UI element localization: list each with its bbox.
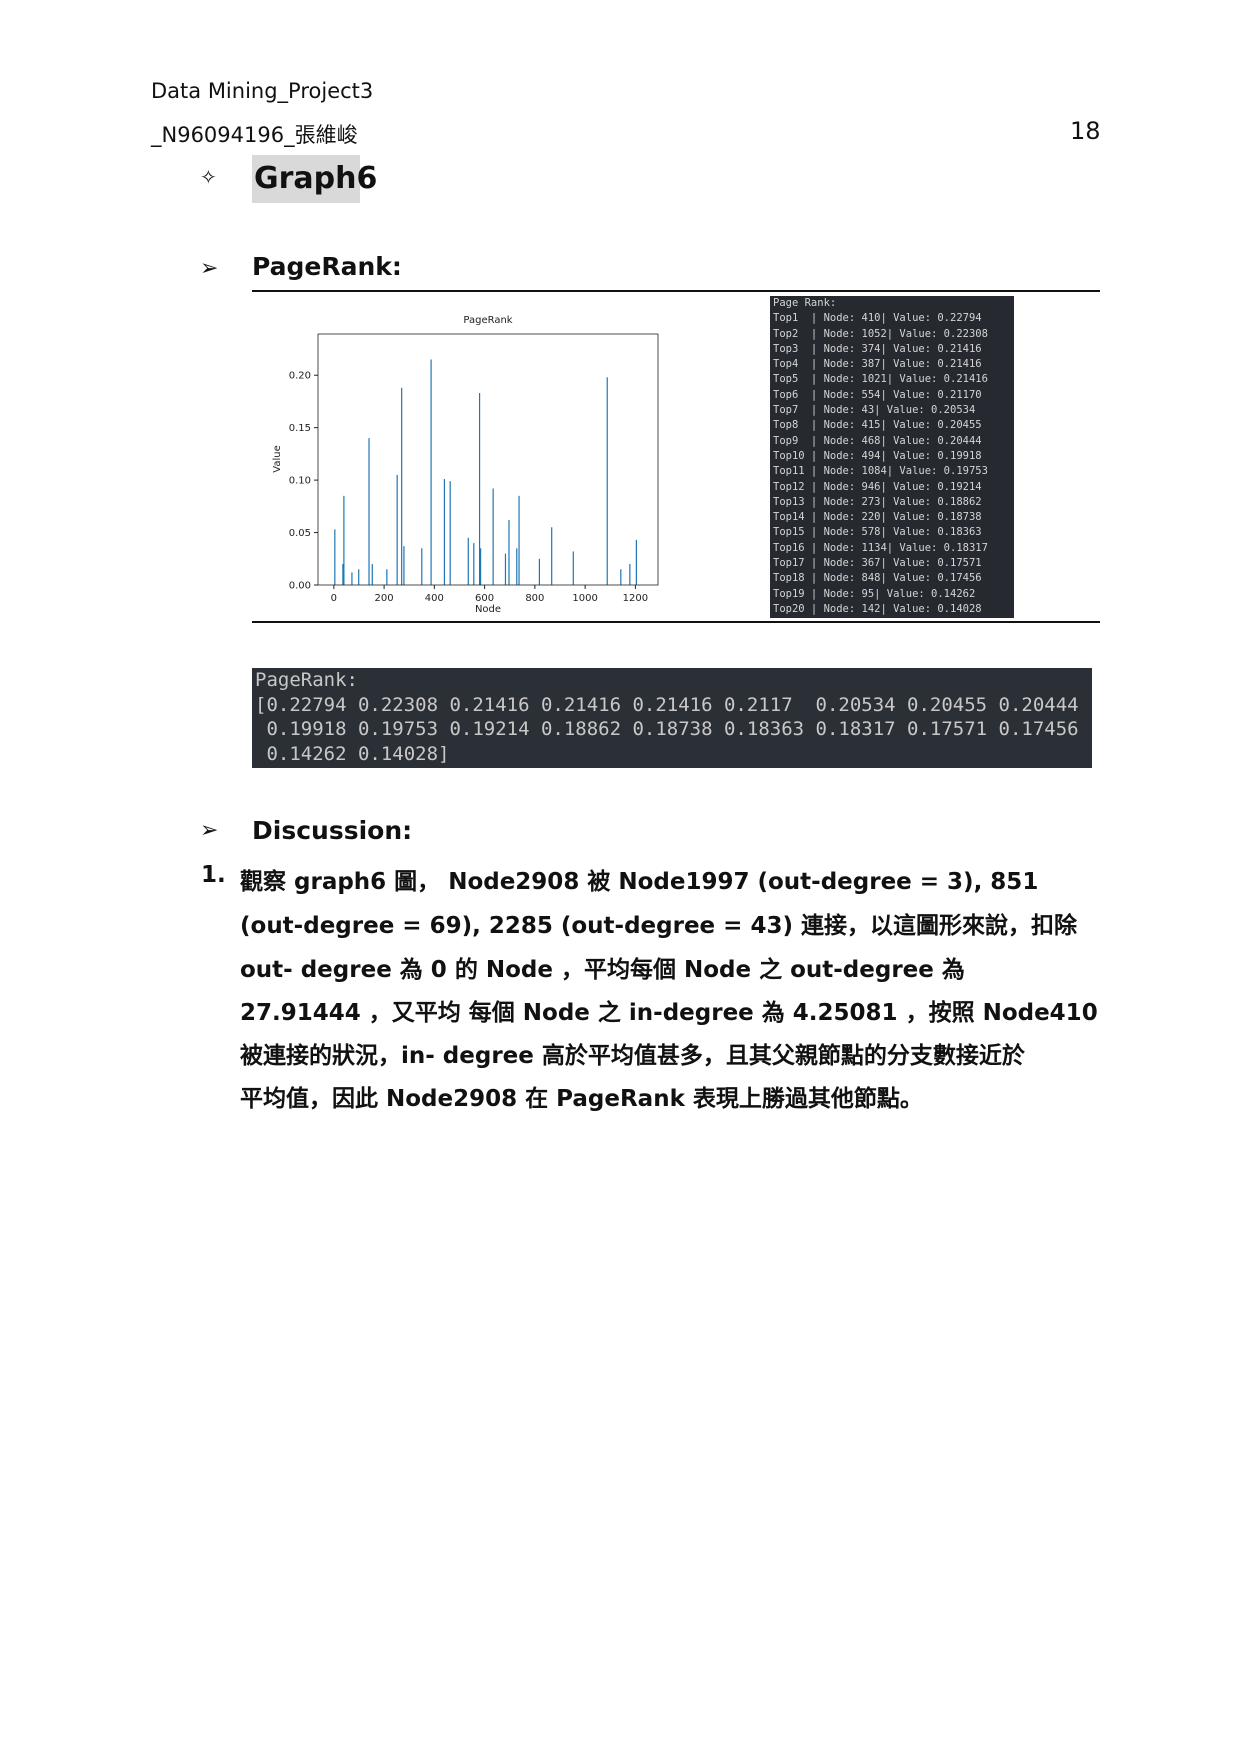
chart-title: PageRank [463, 315, 512, 326]
bar [518, 495, 520, 585]
console-line: 0.14262 0.14028] [255, 742, 450, 765]
bar [635, 539, 637, 585]
bar [351, 572, 353, 585]
console-line: Top3 | Node: 374| Value: 0.21416 [773, 342, 982, 355]
bar [358, 569, 360, 585]
bar [620, 569, 622, 585]
y-tick-label: 0.10 [289, 476, 311, 487]
paragraph-line: 被連接的狀況，in- degree 高於平均值甚多，且其父親節點的分支數接近於 [240, 1043, 1025, 1069]
bar [396, 474, 398, 585]
console-line: Top11 | Node: 1084| Value: 0.19753 [773, 465, 988, 478]
console-line: Top14 | Node: 220| Value: 0.18738 [773, 511, 982, 524]
console-line: Top6 | Node: 554| Value: 0.21170 [773, 388, 982, 401]
y-axis-label: Value [272, 445, 283, 472]
console-line: Top13 | Node: 273| Value: 0.18862 [773, 495, 982, 508]
paragraph-line: (out-degree = 69), 2285 (out-degree = 43… [240, 913, 1077, 939]
bar [449, 481, 451, 585]
console-line: Top12 | Node: 946| Value: 0.19214 [773, 480, 982, 493]
bar [538, 558, 540, 585]
paragraph-line: out- degree 為 0 的 Node ，平均每個 Node 之 out-… [240, 957, 965, 983]
y-tick-label: 0.20 [289, 371, 311, 382]
heading: PageRank: [252, 252, 402, 281]
rule [252, 621, 1100, 623]
bar [551, 527, 553, 585]
console-line: Top9 | Node: 468| Value: 0.20444 [773, 434, 982, 447]
bar [443, 479, 446, 585]
bar [629, 564, 631, 585]
bar [504, 553, 507, 585]
bullet: ➢ [200, 256, 219, 281]
console-line: 0.19918 0.19753 0.19214 0.18862 0.18738 … [255, 718, 1079, 740]
bar [606, 377, 608, 585]
bullet: ➢ [200, 818, 219, 843]
paragraph-line: 平均值，因此 Node2908 在 PageRank 表現上勝過其他節點。 [240, 1086, 923, 1112]
bar [342, 564, 344, 585]
bar [368, 438, 370, 585]
x-tick-label: 400 [425, 593, 444, 604]
chart: PageRank Node Value 0.00 0.05 0.10 0.15 0.20… [272, 315, 659, 615]
header-author: _N96094196_張維峻 [151, 123, 358, 147]
page-number: 18 [1070, 117, 1101, 145]
console-line: Top16 | Node: 1134| Value: 0.18317 [773, 541, 988, 554]
x-tick-label: 1200 [623, 593, 648, 604]
section-bullet: ✧ [200, 165, 217, 189]
console-line: [0.22794 0.22308 0.21416 0.21416 0.21416… [255, 693, 1079, 716]
console-line: Top5 | Node: 1021| Value: 0.21416 [773, 373, 988, 386]
section-title: Graph6 [252, 155, 377, 203]
console-output: Page Rank: Top1 | Node: 410| Value: 0.227… [770, 296, 1014, 618]
x-tick-label: 1000 [572, 593, 597, 604]
list-number: 1. [201, 862, 226, 888]
bar [386, 569, 388, 585]
rule [252, 290, 1100, 292]
bar [343, 495, 345, 585]
y-tick-label: 0.15 [289, 423, 311, 434]
bar [473, 543, 475, 585]
header-title: Data Mining_Project3 [151, 79, 374, 103]
heading: Discussion: [252, 816, 413, 845]
console-line: Top15 | Node: 578| Value: 0.18363 [773, 526, 982, 539]
console-line: Top10 | Node: 494| Value: 0.19918 [773, 449, 982, 462]
y-tick-label: 0.00 [289, 581, 311, 592]
console-line: Top20 | Node: 142| Value: 0.14028 [773, 602, 982, 615]
x-axis-label: Node [475, 604, 501, 615]
x-tick-label: 800 [525, 593, 544, 604]
console-line: Top1 | Node: 410| Value: 0.22794 [773, 312, 982, 325]
bar [421, 548, 423, 585]
paragraph-line: 27.91444 ，又平均 每個 Node 之 in-degree 為 4.25… [240, 1000, 1098, 1026]
console-line: Top2 | Node: 1052| Value: 0.22308 [773, 327, 988, 340]
bar [478, 393, 481, 585]
x-tick-label: 600 [475, 593, 494, 604]
bar [430, 359, 432, 585]
console-output: PageRank: [0.22794 0.22308 0.21416 0.2141… [252, 668, 1092, 768]
y-tick-label: 0.05 [289, 528, 311, 539]
console-line: Top4 | Node: 387| Value: 0.21416 [773, 358, 982, 371]
paragraph-line: 觀察 graph6 圖， Node2908 被 Node1997 (out-de… [240, 869, 1039, 895]
bar [516, 548, 518, 585]
console-line: Top18 | Node: 848| Value: 0.17456 [773, 572, 982, 585]
bar [334, 529, 336, 585]
console-line: PageRank: [255, 669, 358, 691]
bar [401, 387, 403, 585]
console-line: Top19 | Node: 95| Value: 0.14262 [773, 587, 976, 600]
bar [508, 519, 510, 585]
bar [479, 548, 482, 585]
x-tick-label: 0 [331, 593, 337, 604]
x-tick-label: 200 [375, 593, 394, 604]
console-line: Page Rank: [773, 297, 837, 309]
console-line: Top8 | Node: 415| Value: 0.20455 [773, 419, 982, 432]
bar [492, 488, 494, 585]
plot-frame [317, 333, 659, 586]
bar [403, 546, 405, 585]
console-line: Top17 | Node: 367| Value: 0.17571 [773, 557, 982, 570]
bar [467, 537, 469, 585]
bar [371, 564, 373, 585]
bar [572, 551, 574, 585]
console-line: Top7 | Node: 43| Value: 0.20534 [773, 404, 976, 417]
